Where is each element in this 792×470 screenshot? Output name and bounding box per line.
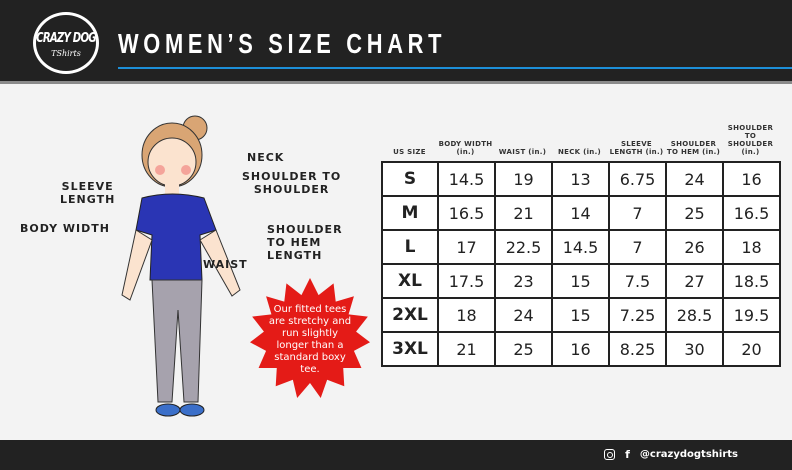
header-waist: WAIST (in.) <box>498 148 547 156</box>
table-row: S 14.5 19 13 6.75 24 16 <box>381 161 781 197</box>
value-cell: 21 <box>437 331 496 367</box>
value-cell: 25 <box>665 195 724 231</box>
brand-logo: CRAZY DOG TShirts <box>33 12 99 74</box>
social-handle[interactable]: @crazydogtshirts <box>639 449 738 460</box>
size-cell: S <box>381 161 439 197</box>
header-us-size: US SIZE <box>393 148 426 156</box>
value-cell: 21 <box>494 195 553 231</box>
value-cell: 18 <box>722 229 781 265</box>
label-waist: WAIST <box>203 258 248 271</box>
footer: f @crazydogtshirts <box>0 440 792 470</box>
value-cell: 25 <box>494 331 553 367</box>
value-cell: 16 <box>551 331 610 367</box>
instagram-icon[interactable] <box>604 449 616 460</box>
header-shoulder-to-shoulder: SHOULDER TO SHOULDER (in.) <box>727 124 774 156</box>
value-cell: 7 <box>608 229 667 265</box>
table-row: L 17 22.5 14.5 7 26 18 <box>381 229 781 265</box>
facebook-icon[interactable]: f <box>625 448 630 461</box>
table-row: 2XL 18 24 15 7.25 28.5 19.5 <box>381 297 781 333</box>
size-cell: L <box>381 229 439 265</box>
size-cell: 3XL <box>381 331 439 367</box>
value-cell: 26 <box>665 229 724 265</box>
size-table: S 14.5 19 13 6.75 24 16 M 16.5 21 14 7 25 16.5 L 17 22.5… <box>381 161 781 367</box>
value-cell: 17 <box>437 229 496 265</box>
value-cell: 19.5 <box>722 297 781 333</box>
label-neck: NECK <box>247 151 285 164</box>
value-cell: 28.5 <box>665 297 724 333</box>
logo-text: CRAZY DOG <box>36 31 96 46</box>
value-cell: 16 <box>722 161 781 197</box>
value-cell: 17.5 <box>437 263 496 299</box>
starburst-shape <box>250 278 370 398</box>
page-title: WOMEN’S SIZE CHART <box>118 28 447 59</box>
value-cell: 14 <box>551 195 610 231</box>
value-cell: 16.5 <box>722 195 781 231</box>
header: CRAZY DOG TShirts WOMEN’S SIZE CHART <box>0 0 792 84</box>
label-shoulder-to-hem: SHOULDER TO HEM LENGTH <box>267 223 343 262</box>
value-cell: 7.25 <box>608 297 667 333</box>
size-cell: M <box>381 195 439 231</box>
size-cell: 2XL <box>381 297 439 333</box>
value-cell: 6.75 <box>608 161 667 197</box>
label-sleeve-length: SLEEVE LENGTH <box>60 180 116 206</box>
accent-rule <box>118 67 792 69</box>
value-cell: 13 <box>551 161 610 197</box>
size-cell: XL <box>381 263 439 299</box>
value-cell: 24 <box>665 161 724 197</box>
value-cell: 30 <box>665 331 724 367</box>
header-shoulder-to-hem: SHOULDER TO HEM (in.) <box>666 140 721 156</box>
value-cell: 15 <box>551 297 610 333</box>
label-body-width: BODY WIDTH <box>20 222 110 235</box>
value-cell: 14.5 <box>551 229 610 265</box>
value-cell: 20 <box>722 331 781 367</box>
value-cell: 22.5 <box>494 229 553 265</box>
value-cell: 7 <box>608 195 667 231</box>
table-row: 3XL 21 25 16 8.25 30 20 <box>381 331 781 367</box>
table-row: M 16.5 21 14 7 25 16.5 <box>381 195 781 231</box>
header-neck: NECK (in.) <box>557 148 602 156</box>
value-cell: 15 <box>551 263 610 299</box>
header-sleeve-length: SLEEVE LENGTH (in.) <box>609 140 664 156</box>
value-cell: 24 <box>494 297 553 333</box>
fitted-note-text: Our fitted tees are stretchy and run sli… <box>268 304 352 375</box>
value-cell: 16.5 <box>437 195 496 231</box>
value-cell: 14.5 <box>437 161 496 197</box>
value-cell: 7.5 <box>608 263 667 299</box>
woman-illustration <box>121 115 241 417</box>
logo-subtext: TShirts <box>51 49 81 58</box>
header-body-width: BODY WIDTH (in.) <box>438 140 493 156</box>
value-cell: 8.25 <box>608 331 667 367</box>
value-cell: 23 <box>494 263 553 299</box>
value-cell: 18.5 <box>722 263 781 299</box>
value-cell: 18 <box>437 297 496 333</box>
value-cell: 19 <box>494 161 553 197</box>
label-shoulder-to-shoulder: SHOULDER TO SHOULDER <box>242 170 342 196</box>
fitted-note-badge: Our fitted tees are stretchy and run sli… <box>250 278 370 398</box>
value-cell: 27 <box>665 263 724 299</box>
table-row: XL 17.5 23 15 7.5 27 18.5 <box>381 263 781 299</box>
